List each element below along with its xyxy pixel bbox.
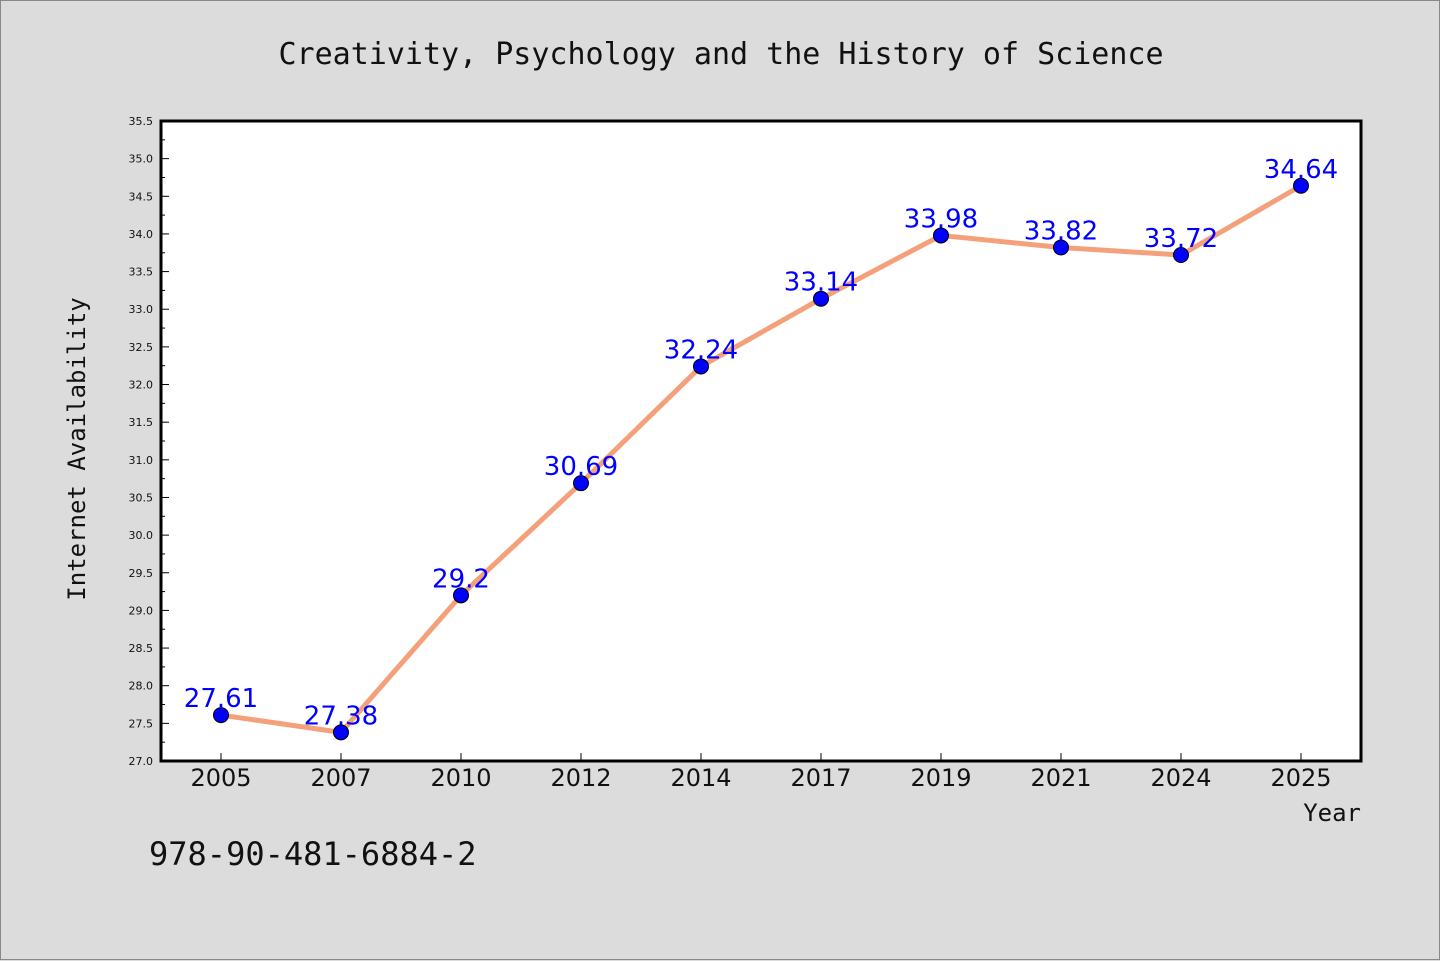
- y-tick-label: 30.5: [129, 491, 154, 504]
- x-tick-label: 2010: [430, 764, 491, 792]
- data-series: [213, 177, 1309, 741]
- x-axis-label: Year: [1303, 799, 1361, 827]
- data-point: [933, 227, 949, 244]
- x-tick-label: 2014: [670, 764, 731, 792]
- data-point: [1293, 177, 1309, 194]
- data-point: [333, 724, 349, 741]
- data-point: [573, 475, 589, 492]
- x-tick-label: 2024: [1150, 764, 1211, 792]
- y-tick-label: 32.0: [129, 379, 154, 392]
- data-point: [213, 707, 229, 724]
- x-tick-label: 2019: [910, 764, 971, 792]
- data-label: 34.64: [1264, 155, 1338, 185]
- x-tick-label: 2005: [190, 764, 251, 792]
- data-point: [813, 290, 829, 307]
- data-label: 32.24: [664, 335, 738, 365]
- y-tick-label: 35.0: [129, 153, 154, 166]
- x-axis-ticks: 2005 2007 2010 2012 2014 2017 2019 2021 2024 2025: [190, 753, 1332, 792]
- data-labels: 27.61 27.38 29.2 30.69 32.24 33.14 33.98 33.82 3…: [184, 155, 1338, 732]
- y-tick-label: 30.0: [129, 529, 154, 542]
- y-tick-label: 34.0: [129, 228, 154, 241]
- y-tick-label: 33.0: [129, 303, 154, 316]
- data-point: [1173, 247, 1189, 264]
- y-tick-label: 29.5: [129, 567, 154, 580]
- data-label: 30.69: [544, 452, 618, 482]
- x-tick-label: 2012: [550, 764, 611, 792]
- x-tick-label: 2025: [1270, 764, 1331, 792]
- chart-title: Creativity, Psychology and the History o…: [278, 37, 1163, 72]
- y-axis-label: Internet Availability: [63, 297, 91, 600]
- x-tick-label: 2021: [1030, 764, 1091, 792]
- y-tick-label: 28.0: [129, 680, 154, 693]
- x-tick-label: 2007: [310, 764, 371, 792]
- plot-area: [159, 119, 1363, 763]
- data-label: 27.38: [304, 701, 378, 731]
- data-point: [1053, 239, 1069, 256]
- data-label: 33.72: [1144, 224, 1218, 254]
- y-tick-label: 27.0: [129, 755, 154, 768]
- series-line: [220, 183, 1303, 735]
- y-tick-label: 32.5: [129, 341, 154, 354]
- data-label: 33.98: [904, 204, 978, 234]
- y-tick-label: 27.5: [129, 717, 154, 730]
- y-tick-label: 29.0: [129, 604, 154, 617]
- y-axis-ticks: 27.0 27.5 28.0 28.5 29.0 29.5 30.0 30.5 31.0 31.5…: [129, 115, 169, 768]
- data-point: [453, 587, 469, 604]
- y-tick-label: 28.5: [129, 642, 154, 655]
- y-tick-label: 31.0: [129, 454, 154, 467]
- y-tick-label: 31.5: [129, 416, 154, 429]
- data-label: 33.82: [1024, 216, 1098, 246]
- y-tick-label: 35.5: [129, 115, 154, 128]
- isbn-text: 978-90-481-6884-2: [149, 835, 477, 873]
- data-label: 29.2: [432, 564, 490, 594]
- y-tick-label: 33.5: [129, 266, 154, 279]
- y-tick-label: 34.5: [129, 190, 154, 203]
- x-tick-label: 2017: [790, 764, 851, 792]
- data-label: 27.61: [184, 684, 258, 714]
- data-label: 33.14: [784, 268, 858, 298]
- data-point: [693, 358, 709, 375]
